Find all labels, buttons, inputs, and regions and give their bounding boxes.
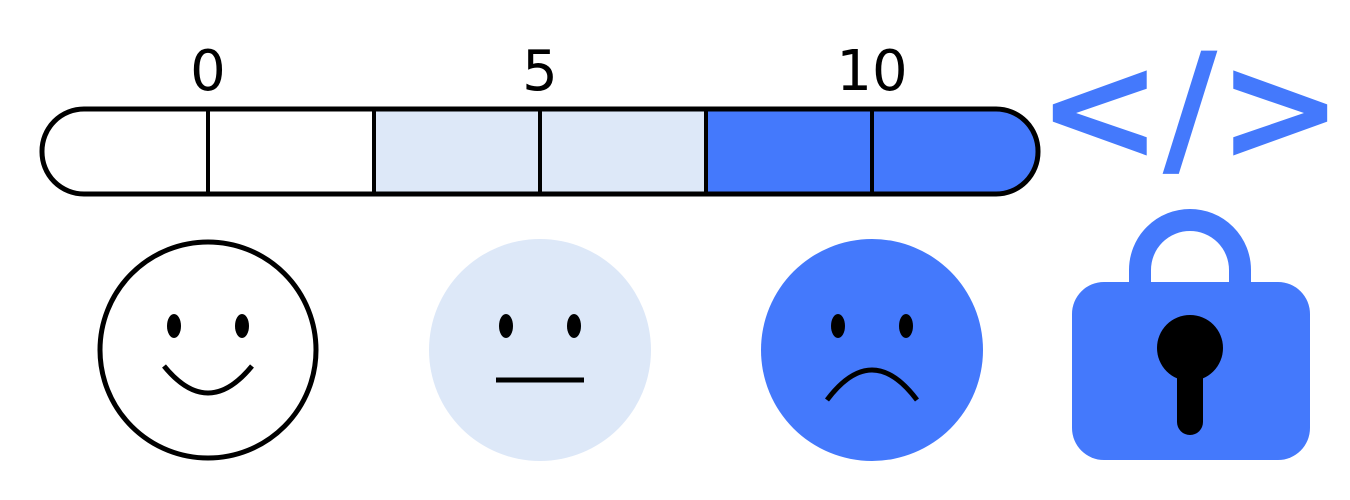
sad-face [761, 239, 983, 461]
code-icon: </> [1037, 22, 1343, 196]
lock-icon [1072, 209, 1310, 460]
dividers [206, 109, 874, 194]
scale-bar: 0 5 10 [39, 39, 1041, 197]
scale-label: 5 [522, 39, 558, 104]
neutral-face [429, 239, 651, 461]
scale-label: 0 [190, 39, 226, 104]
scale-label: 10 [836, 39, 907, 104]
happy-face [97, 239, 319, 461]
